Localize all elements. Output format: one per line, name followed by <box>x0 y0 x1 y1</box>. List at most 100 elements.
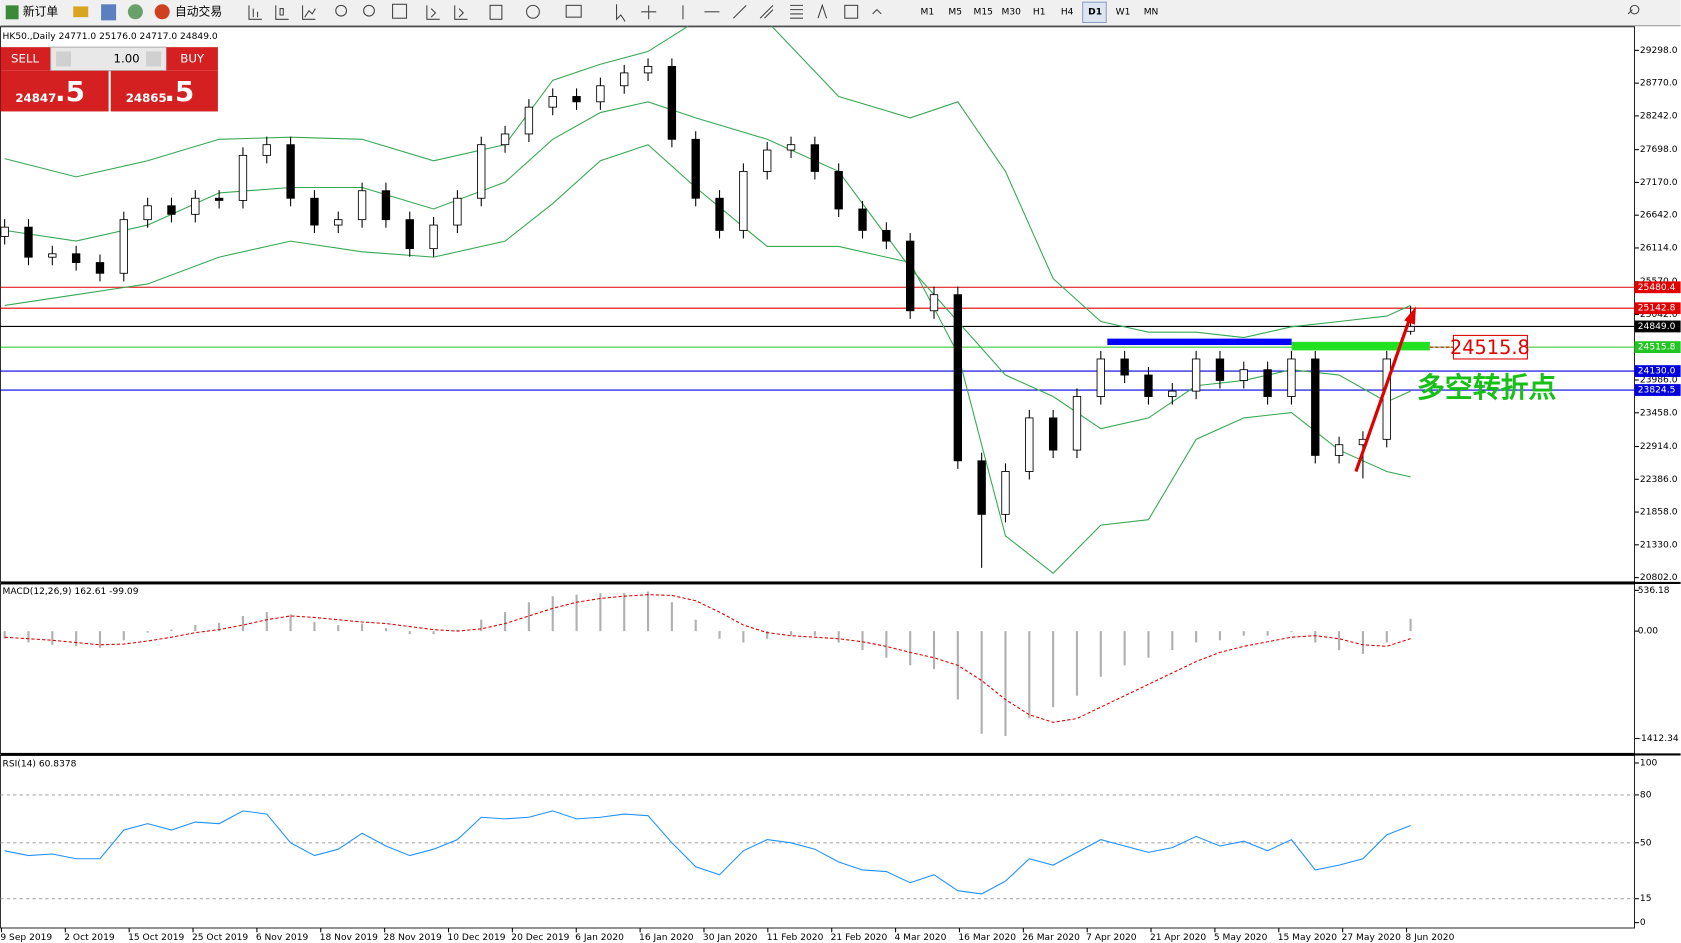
text-tool[interactable] <box>817 3 828 19</box>
y-tick-label: 100 <box>1640 758 1658 768</box>
timeframe-button[interactable]: W1 <box>1116 7 1131 17</box>
y-tick-label: 29298.0 <box>1640 46 1678 56</box>
new-order-button[interactable]: 新订单 <box>23 4 59 18</box>
tool-icon[interactable] <box>73 6 89 18</box>
candle-body <box>429 224 438 250</box>
annotation-price: 24515.8 <box>1450 336 1530 359</box>
candle-body <box>262 144 271 156</box>
auto-trading-button[interactable]: 自动交易 <box>175 4 222 18</box>
candle-body <box>882 229 891 242</box>
timeframe-button[interactable]: M1 <box>920 7 934 17</box>
timeframe-button[interactable]: D1 <box>1088 7 1102 17</box>
sell-price-box[interactable] <box>0 70 109 112</box>
bar-chart-tool[interactable] <box>248 5 262 20</box>
chart-header: HK50.,Daily 24771.0 25176.0 24717.0 2484… <box>3 32 218 42</box>
active-timeframe-frame <box>1082 1 1107 24</box>
x-tick-label: 21 Feb 2020 <box>831 933 888 943</box>
timeframe-button[interactable]: MN <box>1144 7 1159 17</box>
crosshair[interactable] <box>641 5 657 20</box>
timeframe-button[interactable]: M15 <box>974 7 993 17</box>
candle-body <box>786 144 796 151</box>
auto-trading-icon <box>154 4 170 20</box>
y-tick-label: 28242.0 <box>1640 111 1678 121</box>
candle-body <box>643 66 653 74</box>
x-tick-label: 25 Oct 2019 <box>192 933 248 943</box>
candle-body <box>667 66 677 140</box>
candle-body <box>929 294 939 312</box>
x-tick-label: 4 Mar 2020 <box>895 933 947 943</box>
sell-button[interactable] <box>0 47 51 71</box>
candle-body <box>596 85 605 103</box>
periods[interactable] <box>525 4 540 19</box>
candle-body <box>119 219 128 274</box>
tool-icon[interactable] <box>127 4 143 20</box>
timeframe-button[interactable]: M30 <box>1001 7 1021 17</box>
toolbar: 新订单 自动交易 <box>0 0 1681 27</box>
cursor[interactable] <box>616 4 626 22</box>
price-level-label: 24849.0 <box>1638 322 1676 332</box>
label-tool[interactable] <box>844 4 859 19</box>
rsi-line <box>4 810 1411 895</box>
y-tick-label: 25042.0 <box>1640 310 1678 320</box>
candle-tool[interactable] <box>275 5 289 20</box>
x-tick-label: 6 Jan 2020 <box>575 933 624 943</box>
tool-icon[interactable] <box>101 4 117 21</box>
sell-label: SELL <box>11 51 39 65</box>
zoom-out[interactable] <box>363 4 375 17</box>
trendline[interactable] <box>732 4 747 19</box>
timeframe-button[interactable]: H4 <box>1061 7 1074 17</box>
timeframe-button[interactable]: H1 <box>1033 7 1046 17</box>
x-tick-label: 16 Mar 2020 <box>958 933 1016 943</box>
zoom-in[interactable] <box>335 4 348 17</box>
fibonacci[interactable] <box>790 4 803 19</box>
y-tick-label: 23458.0 <box>1640 408 1678 418</box>
x-tick-label: 30 Jan 2020 <box>703 933 758 943</box>
rsi-pane <box>0 755 1635 929</box>
lot-increase[interactable] <box>146 51 162 67</box>
buy-label: BUY <box>180 51 205 65</box>
x-tick-label: 8 Jun 2020 <box>1405 933 1454 943</box>
y-tick-label: 22386.0 <box>1640 475 1678 485</box>
candle-body <box>214 197 224 201</box>
trend-arrow-head <box>1404 306 1416 325</box>
candle-body <box>1072 396 1082 451</box>
candle-body <box>691 138 700 199</box>
sell-price-fraction: .5 <box>55 75 85 108</box>
candle-body <box>381 190 391 221</box>
candle-body <box>334 219 343 226</box>
candle-body <box>477 144 486 199</box>
timeframe-button[interactable]: M5 <box>948 7 962 17</box>
price-level-label: 25142.8 <box>1638 304 1676 314</box>
buy-price-box[interactable] <box>110 70 218 112</box>
y-tick-label: -1412.34 <box>1638 734 1679 744</box>
x-tick-label: 18 Nov 2019 <box>320 933 378 943</box>
candle-body <box>1168 390 1177 397</box>
candle-body <box>1120 358 1129 376</box>
resistance-zone-blue <box>1107 338 1292 346</box>
arrows[interactable] <box>872 8 882 15</box>
lot-decrease[interactable] <box>56 51 72 67</box>
price-level-label: 24130.0 <box>1638 367 1676 377</box>
search-lens[interactable] <box>1629 4 1640 15</box>
price-level-tag <box>1634 281 1681 294</box>
bollinger-upper <box>4 26 1411 339</box>
candle-body <box>453 197 462 226</box>
candle-body <box>1287 358 1296 397</box>
candle-body <box>1263 369 1272 397</box>
indicators[interactable] <box>489 4 503 20</box>
macd-title: MACD(12,26,9) 162.61 -99.09 <box>3 587 139 597</box>
autoscroll[interactable] <box>426 5 440 20</box>
tile-windows[interactable] <box>392 3 408 19</box>
support-zone-green <box>1291 341 1430 351</box>
buy-button[interactable] <box>166 47 218 71</box>
sell-price: 24847 <box>15 91 56 105</box>
candle-body <box>1239 369 1248 381</box>
templates[interactable] <box>565 4 582 18</box>
y-tick-label: 0 <box>1640 918 1646 928</box>
buy-price-fraction: .5 <box>164 75 194 108</box>
chart-shift[interactable] <box>454 5 468 20</box>
candle-body <box>167 205 176 215</box>
line-tool[interactable] <box>302 5 316 20</box>
channel[interactable] <box>759 4 774 19</box>
y-tick-label: 50 <box>1640 838 1652 848</box>
